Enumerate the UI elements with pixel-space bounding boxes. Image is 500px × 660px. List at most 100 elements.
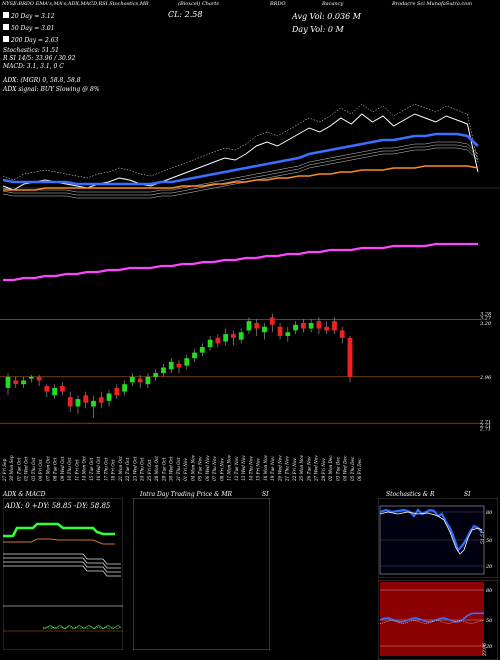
date-label: 19 Tue Nov — [270, 456, 275, 481]
date-label: 22 Fri Nov — [292, 458, 297, 482]
date-label: 28 Mon Oct — [154, 456, 159, 482]
stoch-panel-si: SI — [464, 491, 471, 498]
candle-body — [52, 387, 58, 396]
date-label: 21 Thu Nov — [285, 456, 290, 482]
candle-body — [36, 376, 42, 381]
rsi-axis-label: 50 — [486, 618, 493, 624]
candle-body — [300, 322, 306, 329]
date-label: 27 Fri Sep — [2, 458, 7, 482]
date-label: 13 Wed Nov — [241, 455, 246, 481]
candle-body — [308, 322, 314, 329]
adx-legend: ADX: (MGR) 0, 58.8, 58.8 — [3, 77, 81, 84]
candle-body — [122, 384, 127, 392]
candle-body — [129, 376, 135, 383]
candle-body — [277, 326, 283, 336]
plus-di-line — [3, 522, 115, 538]
date-label: 21 Mon Oct — [118, 456, 123, 482]
date-label: 15 Tue Oct — [89, 457, 94, 481]
candle-body — [98, 397, 104, 403]
candle-body — [114, 387, 120, 396]
candle-body — [324, 326, 330, 331]
intraday-panel — [133, 498, 270, 650]
ema20-swatch — [3, 12, 9, 18]
price-axis-label: 3.27 — [480, 315, 492, 321]
macd-line-2 — [3, 561, 121, 573]
candle-body — [238, 332, 244, 340]
rsi-legend: R SI 14/5: 33.96 / 30.92 — [3, 55, 76, 62]
dotted-line — [2, 103, 479, 181]
header-ticker: BRDO — [270, 1, 286, 7]
date-label: 08 Tue Oct — [53, 457, 58, 481]
date-label: 22 Tue Oct — [125, 457, 130, 482]
price-axis-label: 3.28 — [480, 312, 491, 318]
candle-body — [215, 337, 221, 344]
adx-values: ADX: 0 +DY: 58.85 -DY: 58.85 — [4, 502, 111, 510]
candle-body — [168, 361, 174, 370]
rsi-axis-label: 80 — [486, 588, 493, 594]
date-label: 10 Thu Oct — [67, 457, 72, 481]
date-label: 30 Mon Sep — [9, 455, 14, 481]
rsi-value-label: 33.96 — [482, 643, 488, 656]
date-label: 15 Fri Nov — [256, 458, 261, 481]
ema100-line-a — [2, 141, 479, 193]
date-label: 04 Mon Nov — [190, 454, 195, 481]
candle-body — [184, 358, 190, 366]
macd-legend: MACD: 3.1, 3.1, 0 C — [3, 63, 64, 70]
price-axis-label: 2.71 — [479, 423, 491, 429]
candle-body — [293, 324, 298, 331]
candle-body — [246, 321, 252, 331]
stoch-value-label: 51.51 — [480, 531, 486, 544]
series-line-0 — [2, 113, 479, 191]
macd-line-3 — [3, 565, 121, 577]
macd-line-0 — [3, 553, 121, 565]
candle-body — [332, 321, 337, 331]
candle-body — [91, 400, 96, 407]
date-label: 11 Mon Nov — [227, 454, 232, 481]
candle-body — [199, 347, 205, 353]
date-label: 29 Tue Oct — [161, 457, 166, 482]
candle-body — [60, 386, 65, 392]
macd-histogram-line — [42, 626, 122, 630]
ema20-legend: 20 Day = 3.12 — [3, 12, 55, 20]
price-axis-label: 3.20 — [480, 321, 492, 327]
date-label: 05 Thu Dec — [350, 456, 355, 481]
candle-body — [192, 352, 197, 359]
date-label: 07 Thu Nov — [212, 456, 217, 481]
date-label: 27 Wed Nov — [314, 455, 319, 482]
header-brand: Bacancy — [322, 1, 344, 7]
header-left: NYSE:BRDO EMA's,MA's,ADX,MACD,RSI,Stocha… — [2, 1, 149, 7]
stoch-axis-label: 50 — [486, 538, 493, 544]
macd-signal-line — [42, 625, 122, 629]
date-label: 18 Mon Nov — [263, 454, 268, 481]
candle-body — [13, 380, 19, 385]
date-label: 17 Thu Oct — [103, 457, 108, 481]
date-label: 14 Thu Nov — [248, 456, 253, 481]
close-label: CL: 2.58 — [168, 10, 203, 19]
date-label: 04 Wed Dec — [343, 455, 348, 481]
date-label: 16 Wed Oct — [96, 456, 101, 481]
date-label: 25 Fri Oct — [147, 459, 152, 482]
stoch-axis-label: 80 — [486, 510, 493, 516]
candle-body — [21, 380, 26, 385]
candle-body — [145, 376, 151, 385]
candle-body — [254, 322, 260, 329]
date-label: 23 Wed Oct — [132, 456, 137, 482]
stochastics-panel: 80 50 20 51.51 — [378, 498, 498, 578]
date-label: 04 Fri Oct — [38, 459, 43, 481]
date-label: 18 Fri Oct — [111, 459, 116, 481]
date-label: 14 Mon Oct — [82, 456, 87, 481]
date-label: 08 Fri Nov — [219, 458, 224, 481]
date-label: 02 Wed Oct — [24, 456, 29, 481]
ema200-legend: 200 Day = 2.63 — [3, 36, 58, 44]
rsi-axis-label: 20 — [485, 644, 493, 650]
minus-di-line — [3, 538, 115, 545]
candle-body — [207, 339, 213, 348]
candle-body — [347, 337, 353, 377]
series-line-3 — [3, 242, 478, 282]
candle-body — [339, 330, 345, 338]
date-label: 02 Mon Dec — [328, 455, 333, 481]
stoch-d-line — [379, 511, 483, 555]
date-label: 03 Tue Dec — [335, 456, 340, 481]
candle-body — [269, 317, 275, 325]
